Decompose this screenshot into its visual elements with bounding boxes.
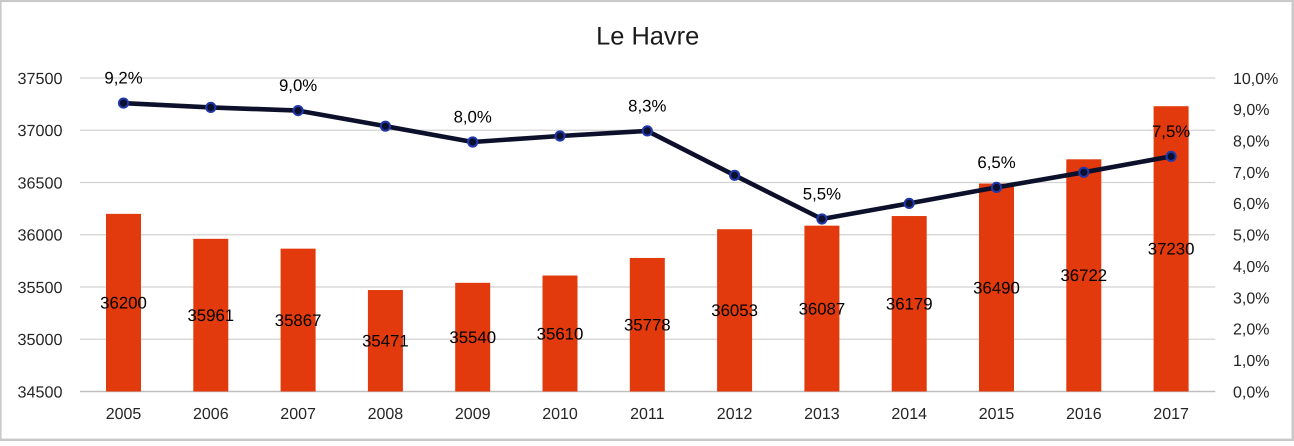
svg-text:6,0%: 6,0% [1233, 196, 1269, 213]
svg-text:36200: 36200 [100, 293, 147, 312]
svg-text:0,0%: 0,0% [1233, 384, 1269, 401]
svg-text:5,5%: 5,5% [803, 185, 841, 204]
svg-text:37230: 37230 [1148, 240, 1195, 259]
svg-text:10,0%: 10,0% [1233, 71, 1278, 88]
svg-text:9,0%: 9,0% [279, 76, 317, 95]
svg-text:2,0%: 2,0% [1233, 322, 1269, 339]
svg-text:8,0%: 8,0% [454, 108, 492, 127]
svg-text:7,5%: 7,5% [1152, 122, 1190, 141]
svg-text:36722: 36722 [1060, 266, 1107, 285]
svg-text:2017: 2017 [1153, 406, 1189, 423]
svg-text:35961: 35961 [187, 306, 234, 325]
svg-text:35471: 35471 [362, 332, 409, 351]
svg-text:8,3%: 8,3% [628, 96, 666, 115]
svg-text:2009: 2009 [455, 406, 491, 423]
svg-text:2013: 2013 [804, 406, 840, 423]
svg-text:35500: 35500 [17, 279, 62, 297]
svg-text:34500: 34500 [17, 383, 62, 401]
svg-text:37500: 37500 [17, 70, 62, 88]
svg-text:2010: 2010 [542, 406, 578, 423]
svg-text:1,0%: 1,0% [1233, 353, 1269, 370]
svg-text:2005: 2005 [106, 406, 142, 423]
svg-text:36000: 36000 [17, 227, 62, 245]
svg-text:2008: 2008 [368, 406, 404, 423]
svg-text:36490: 36490 [973, 278, 1020, 297]
svg-text:37000: 37000 [17, 122, 62, 140]
svg-text:2016: 2016 [1066, 406, 1102, 423]
svg-text:3,0%: 3,0% [1233, 290, 1269, 307]
svg-text:2006: 2006 [193, 406, 229, 423]
svg-text:2012: 2012 [717, 406, 753, 423]
svg-text:35867: 35867 [275, 311, 322, 330]
svg-text:9,0%: 9,0% [1233, 102, 1269, 119]
svg-text:2011: 2011 [630, 406, 665, 423]
svg-text:36500: 36500 [17, 174, 62, 192]
svg-text:2007: 2007 [280, 406, 316, 423]
svg-text:35778: 35778 [624, 316, 671, 335]
svg-text:36087: 36087 [799, 299, 846, 318]
svg-text:35540: 35540 [449, 328, 496, 347]
svg-text:35610: 35610 [537, 324, 584, 343]
svg-text:35000: 35000 [17, 331, 62, 349]
svg-text:2015: 2015 [979, 406, 1015, 423]
svg-text:36179: 36179 [886, 295, 933, 314]
svg-text:36053: 36053 [711, 301, 758, 320]
svg-text:5,0%: 5,0% [1233, 228, 1269, 245]
svg-text:9,2%: 9,2% [104, 69, 142, 88]
svg-text:2014: 2014 [891, 406, 927, 423]
svg-text:4,0%: 4,0% [1233, 259, 1269, 276]
svg-text:Le Havre: Le Havre [596, 23, 699, 51]
svg-text:6,5%: 6,5% [977, 153, 1015, 172]
svg-text:7,0%: 7,0% [1233, 165, 1269, 182]
svg-text:8,0%: 8,0% [1233, 134, 1269, 151]
